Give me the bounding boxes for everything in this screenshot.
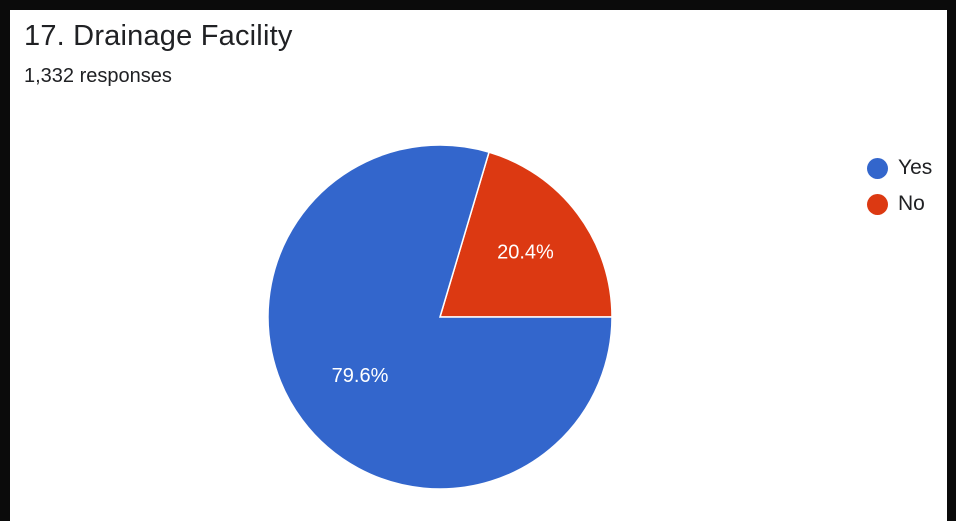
slice-label-yes: 79.6% bbox=[332, 365, 389, 387]
legend-swatch-no bbox=[867, 193, 888, 215]
pie-slice-yes[interactable] bbox=[267, 144, 613, 490]
legend-label-yes: Yes bbox=[898, 156, 933, 179]
pie-slice-no[interactable] bbox=[438, 151, 613, 318]
frame-border-left bbox=[0, 0, 10, 521]
slice-label-no: 20.4% bbox=[497, 242, 554, 264]
chart-legend: Yes No bbox=[867, 150, 932, 222]
pie-chart: 20.4% 79.6% bbox=[267, 144, 613, 490]
question-title: 17. Drainage Facility bbox=[24, 20, 293, 52]
legend-item-no[interactable]: No bbox=[867, 186, 932, 222]
frame-border-top bbox=[0, 0, 956, 10]
response-count: 1,332 responses bbox=[24, 65, 172, 87]
legend-label-no: No bbox=[898, 192, 925, 215]
legend-swatch-yes bbox=[867, 157, 888, 179]
frame-border-right bbox=[947, 0, 956, 521]
chart-card: 17. Drainage Facility 1,332 responses 20… bbox=[10, 10, 947, 521]
legend-item-yes[interactable]: Yes bbox=[867, 150, 932, 186]
